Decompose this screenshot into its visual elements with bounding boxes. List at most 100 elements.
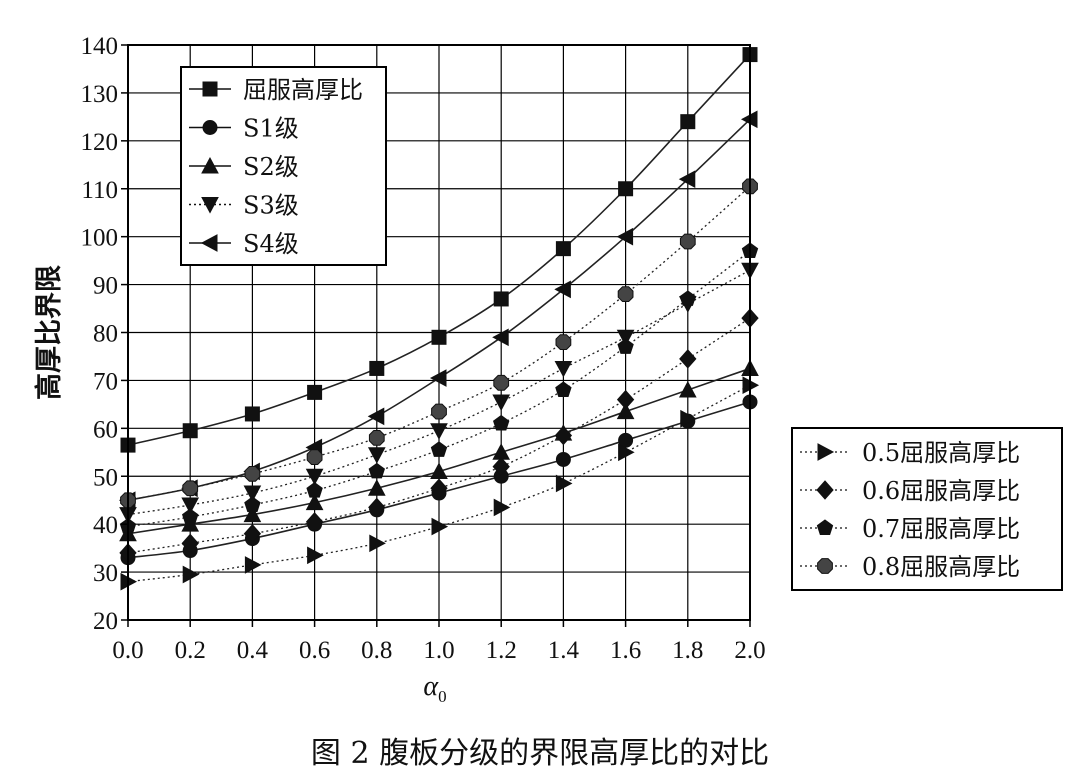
data-point	[679, 290, 696, 306]
legend-entry: S4级	[189, 230, 299, 258]
legend-label: 屈服高厚比	[243, 76, 363, 104]
legend-entry: 0.6屈服高厚比	[800, 477, 1020, 505]
data-point	[493, 374, 510, 391]
data-point	[243, 523, 262, 544]
data-point	[431, 403, 447, 420]
data-point	[305, 493, 324, 511]
legend-entry: 0.7屈服高厚比	[800, 515, 1020, 543]
legend-marker	[201, 156, 219, 174]
data-point	[492, 394, 511, 412]
legend-marker	[201, 197, 219, 214]
legend-entry: S1级	[189, 115, 299, 143]
legend-label: 0.7屈服高厚比	[862, 515, 1020, 543]
legend-entry: 0.5屈服高厚比	[800, 439, 1020, 467]
data-point	[430, 441, 448, 457]
data-point	[678, 170, 696, 189]
data-point	[369, 360, 385, 376]
y-tick-label: 40	[93, 512, 118, 539]
y-tick-label: 100	[81, 225, 119, 252]
legend-label: 0.5屈服高厚比	[862, 439, 1020, 467]
legend-main: 屈服高厚比 S1级 S2级 S3级 S4级	[180, 66, 387, 266]
data-point	[430, 462, 448, 479]
y-tick-label: 120	[81, 129, 119, 156]
legend-label: S4级	[243, 230, 299, 258]
series-layer	[118, 47, 760, 591]
data-point	[243, 485, 262, 503]
legend-entry: S3级	[189, 192, 299, 220]
series-line	[127, 269, 751, 516]
y-tick-label: 140	[81, 33, 119, 60]
series-line	[127, 384, 751, 583]
data-point	[678, 380, 697, 398]
x-axis-label: α0	[423, 671, 446, 706]
legend-label: S3级	[243, 192, 299, 220]
data-point	[244, 406, 260, 422]
data-point	[679, 349, 697, 369]
legend-entry: 0.8屈服高厚比	[800, 553, 1020, 581]
data-point	[679, 233, 696, 250]
y-tick-label: 30	[93, 560, 118, 587]
x-axis-label-subscript: 0	[438, 687, 447, 706]
data-point	[243, 505, 262, 523]
x-tick-label: 0.8	[361, 637, 392, 664]
y-axis-label: 高厚比界限	[33, 265, 65, 400]
data-point	[493, 498, 511, 517]
x-tick-label: 1.4	[548, 637, 580, 664]
data-point	[244, 496, 261, 512]
data-point	[369, 534, 386, 553]
data-point	[493, 291, 509, 307]
data-point	[429, 369, 447, 387]
legend-marker	[816, 480, 834, 500]
data-point	[431, 517, 449, 536]
data-point	[492, 456, 510, 477]
data-point	[368, 462, 385, 479]
x-axis-ticks: 0.0 0.2 0.4 0.6 0.8 1.0 1.2 1.4 1.6 1.8 2.0	[112, 620, 766, 664]
data-point	[554, 425, 573, 446]
y-tick-label: 70	[93, 368, 118, 395]
data-point	[244, 556, 262, 574]
legend-label: S1级	[243, 115, 299, 143]
data-point	[181, 497, 200, 515]
legend-marker	[202, 81, 218, 97]
data-point	[492, 328, 509, 347]
y-tick-label: 90	[93, 273, 118, 300]
data-point	[555, 334, 572, 350]
data-point	[618, 432, 634, 448]
legend-entry: S2级	[189, 153, 299, 181]
x-tick-label: 0.0	[112, 637, 143, 664]
legend-secondary: 0.5屈服高厚比 0.6屈服高厚比 0.7屈服高厚比 0.8屈服高厚比	[791, 427, 1063, 591]
legend-marker	[817, 558, 833, 574]
legend-marker	[817, 443, 835, 461]
data-point	[555, 451, 571, 467]
data-point	[305, 512, 324, 532]
data-point	[555, 241, 571, 257]
data-point	[430, 423, 448, 440]
x-tick-label: 0.4	[237, 637, 269, 664]
data-point	[367, 479, 386, 496]
x-tick-label: 1.0	[423, 637, 454, 664]
figure-caption: 图 2 腹板分级的界限高厚比的对比	[311, 736, 769, 771]
data-point	[617, 338, 634, 354]
x-axis-label-main: α	[423, 671, 439, 702]
data-point	[244, 465, 261, 482]
data-point	[680, 409, 697, 428]
data-point	[182, 423, 198, 439]
y-tick-label: 110	[81, 177, 118, 204]
x-tick-label: 0.6	[299, 637, 330, 664]
series-8	[120, 178, 758, 509]
data-point	[618, 181, 634, 197]
data-point	[305, 468, 324, 486]
x-tick-label: 1.8	[672, 637, 703, 664]
data-point	[680, 114, 696, 130]
data-point	[618, 443, 635, 462]
data-point	[617, 286, 634, 303]
data-point	[431, 329, 447, 345]
data-point	[616, 389, 635, 410]
data-point	[307, 384, 323, 400]
x-tick-label: 1.6	[610, 637, 641, 664]
y-tick-label: 60	[93, 416, 118, 443]
data-point	[616, 402, 635, 420]
data-point	[555, 474, 573, 493]
data-point	[554, 360, 573, 378]
series-line	[127, 367, 751, 535]
